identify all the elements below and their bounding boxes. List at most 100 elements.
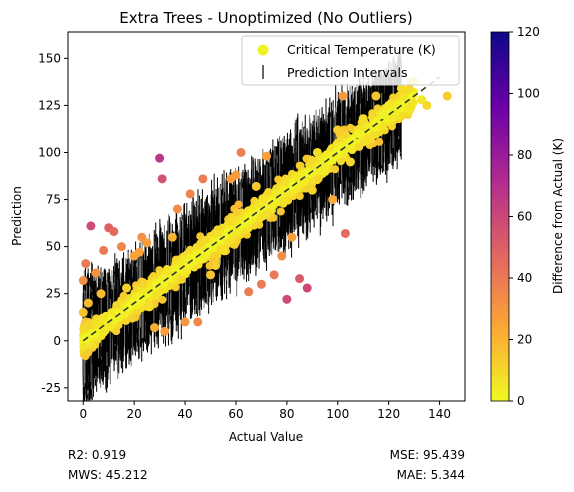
legend-box	[241, 35, 460, 86]
x-axis-label: Actual Value	[229, 430, 303, 444]
cloud-point	[307, 155, 316, 164]
cloud-point	[213, 229, 222, 238]
stat-r2: R2: 0.919	[68, 448, 127, 462]
data-point	[144, 302, 154, 312]
cloud-point	[151, 281, 160, 290]
cloud-point	[341, 130, 350, 139]
data-point	[328, 195, 338, 205]
cloud-point	[183, 261, 192, 270]
x-tick-label: 20	[127, 407, 142, 421]
data-point	[193, 317, 203, 327]
y-tick-label: -25	[41, 381, 61, 395]
cloud-point	[122, 316, 131, 325]
cloud-point	[163, 268, 172, 277]
cloud-point	[313, 176, 322, 185]
data-point	[353, 129, 363, 139]
cloud-point	[243, 216, 252, 225]
cloud-point	[359, 136, 368, 145]
data-point	[442, 91, 452, 101]
data-point	[231, 170, 241, 180]
cloud-point	[234, 200, 243, 209]
data-point	[99, 245, 109, 255]
data-point	[244, 287, 254, 297]
data-point	[150, 323, 160, 333]
cloud-point	[399, 92, 408, 101]
plot-frame	[67, 31, 466, 402]
colorbar-tick-label: 80	[517, 148, 532, 162]
cloud-point	[233, 208, 242, 217]
y-tick-label: 150	[38, 51, 61, 65]
data-point	[282, 294, 292, 304]
data-point	[86, 221, 96, 231]
y-axis-label: Prediction	[10, 186, 24, 246]
colorbar-gradient	[490, 31, 510, 402]
colorbar-label: Difference from Actual (K)	[551, 138, 565, 294]
legend-marker-critical-temperature	[257, 44, 269, 56]
cloud-point	[372, 117, 381, 126]
cloud-point	[196, 239, 205, 248]
data-point	[251, 181, 261, 191]
x-axis-ticks: 0 20 40 60 80 100 120 140	[79, 401, 451, 421]
cloud-point	[106, 314, 115, 323]
cloud-point	[292, 173, 301, 182]
x-tick-label: 100	[326, 407, 349, 421]
data-point	[256, 279, 266, 289]
cloud-point	[233, 227, 242, 236]
cloud-point	[99, 328, 108, 337]
data-point	[78, 308, 88, 318]
data-point	[122, 283, 132, 293]
data-point	[185, 189, 195, 199]
colorbar-tick-label: 100	[517, 87, 540, 101]
cloud-point	[176, 258, 185, 267]
y-tick-label: 25	[46, 287, 61, 301]
data-point	[211, 260, 221, 270]
data-point	[180, 317, 190, 327]
data-point	[287, 232, 297, 242]
data-point	[333, 125, 343, 135]
cloud-point	[94, 317, 103, 326]
data-point	[404, 106, 414, 116]
cloud-point	[227, 235, 236, 244]
stat-mws: MWS: 45.212	[68, 468, 148, 482]
cloud-point	[139, 286, 148, 295]
colorbar-tick-label: 20	[517, 333, 532, 347]
cloud-point	[375, 137, 384, 146]
y-tick-label: 75	[46, 193, 61, 207]
data-point	[236, 147, 246, 157]
data-point	[96, 289, 106, 299]
data-point	[81, 259, 91, 269]
data-point	[338, 91, 348, 101]
cloud-point	[282, 178, 291, 187]
data-point	[277, 251, 287, 261]
data-point	[134, 247, 144, 257]
x-tick-label: 80	[279, 407, 294, 421]
colorbar-tick-label: 120	[517, 25, 540, 39]
x-tick-label: 0	[79, 407, 87, 421]
data-point	[384, 100, 394, 110]
cloud-point	[295, 192, 304, 201]
data-point	[83, 298, 93, 308]
data-point	[345, 157, 355, 167]
cloud-point	[331, 165, 340, 174]
x-tick-label: 140	[428, 407, 451, 421]
data-point	[109, 227, 119, 237]
cloud-point	[267, 201, 276, 210]
cloud-point	[387, 114, 396, 123]
data-point	[340, 228, 350, 238]
data-point	[320, 166, 330, 176]
cloud-point	[107, 322, 116, 331]
y-tick-label: 100	[38, 145, 61, 159]
data-point	[78, 276, 88, 286]
colorbar: 0 20 40 60 80 100 120 Difference from Actual (…	[490, 25, 565, 408]
data-point	[262, 151, 271, 161]
data-point	[167, 232, 177, 242]
cloud-point	[264, 187, 273, 196]
data-point	[116, 242, 126, 252]
cloud-point	[84, 348, 93, 357]
y-tick-label: 0	[53, 334, 61, 348]
cloud-point	[84, 321, 93, 330]
identity-reference-line	[82, 76, 441, 342]
y-tick-label: 125	[38, 98, 61, 112]
data-point	[160, 326, 170, 336]
data-point	[218, 245, 228, 255]
